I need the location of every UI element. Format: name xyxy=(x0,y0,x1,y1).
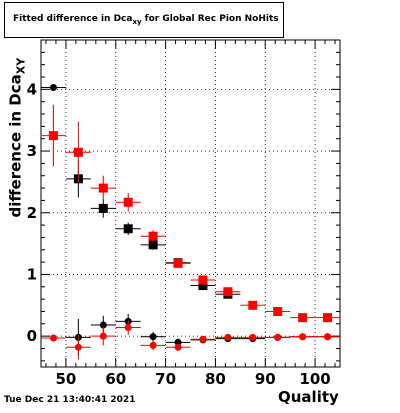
data-point-circle xyxy=(49,334,57,342)
chart-title-sub: xy xyxy=(132,17,142,26)
x-tick-label: 80 xyxy=(205,370,226,388)
data-point-circle xyxy=(74,343,82,351)
x-tick-label: 100 xyxy=(299,370,330,388)
y-axis-label-sub: XY xyxy=(14,57,28,75)
x-axis-label: Quality xyxy=(278,388,339,406)
data-point-circle xyxy=(274,333,282,341)
plot-frame xyxy=(40,39,341,368)
data-point-square xyxy=(123,224,133,234)
data-point-square xyxy=(248,300,258,310)
data-point-square xyxy=(273,306,283,316)
data-point-circle xyxy=(174,343,182,351)
data-point-circle xyxy=(224,333,232,341)
data-point-square xyxy=(198,281,208,291)
y-tick-label: 1 xyxy=(27,265,37,283)
data-point-square xyxy=(223,287,233,297)
data-point-circle xyxy=(49,84,57,92)
y-tick-label: 0 xyxy=(27,327,37,345)
chart-title: Fitted difference in Dcaxy for Global Re… xyxy=(13,14,279,26)
data-point-square xyxy=(148,240,158,250)
timestamp: Tue Dec 21 13:40:41 2021 xyxy=(4,395,136,405)
data-point-square xyxy=(98,203,108,213)
y-tick-label: 3 xyxy=(27,142,37,160)
data-point-circle xyxy=(174,338,182,346)
data-point-square xyxy=(98,183,108,193)
data-point-circle xyxy=(199,335,207,343)
chart-title-box: Fitted difference in Dcaxy for Global Re… xyxy=(4,2,284,38)
data-point-square xyxy=(323,313,333,323)
data-point-circle xyxy=(299,333,307,341)
data-point-circle xyxy=(124,324,132,332)
data-point-square xyxy=(298,313,308,323)
x-tick-label: 70 xyxy=(155,370,176,388)
y-tick-label: 2 xyxy=(27,204,37,222)
y-axis-label-main: difference in Dca xyxy=(6,74,25,218)
data-point-circle xyxy=(99,321,107,329)
x-tick-label: 50 xyxy=(55,370,76,388)
data-point-square xyxy=(48,131,58,141)
chart-title-main: Fitted difference in Dca xyxy=(13,14,133,24)
data-point-circle xyxy=(99,332,107,340)
chart-title-rest: for Global Rec Pion NoHits xyxy=(141,14,279,24)
data-point-square xyxy=(173,258,183,268)
data-point-circle xyxy=(149,341,157,349)
data-point-circle xyxy=(149,333,157,341)
y-tick-label: 4 xyxy=(27,80,37,98)
data-point-circle xyxy=(324,333,332,341)
data-point-square xyxy=(123,197,133,207)
data-point-square xyxy=(148,231,158,241)
data-point-circle xyxy=(249,333,257,341)
data-point-square xyxy=(73,147,83,157)
data-point-square xyxy=(198,275,208,285)
x-tick-label: 60 xyxy=(105,370,126,388)
x-tick-label: 90 xyxy=(255,370,276,388)
y-axis-label: difference in DcaXY xyxy=(7,28,28,218)
